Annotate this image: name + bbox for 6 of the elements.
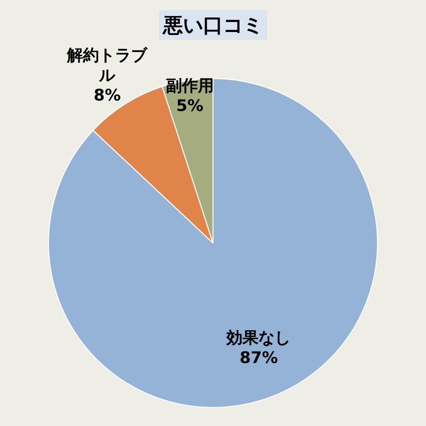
- data-label: 5%: [176, 96, 204, 115]
- data-label: 87%: [240, 348, 278, 367]
- data-label: 8%: [94, 85, 121, 104]
- slice-label: 効果なし: [226, 328, 291, 347]
- chart-title: 悪い口コミ: [159, 10, 267, 40]
- slice-label: 解約トラブル: [66, 45, 148, 84]
